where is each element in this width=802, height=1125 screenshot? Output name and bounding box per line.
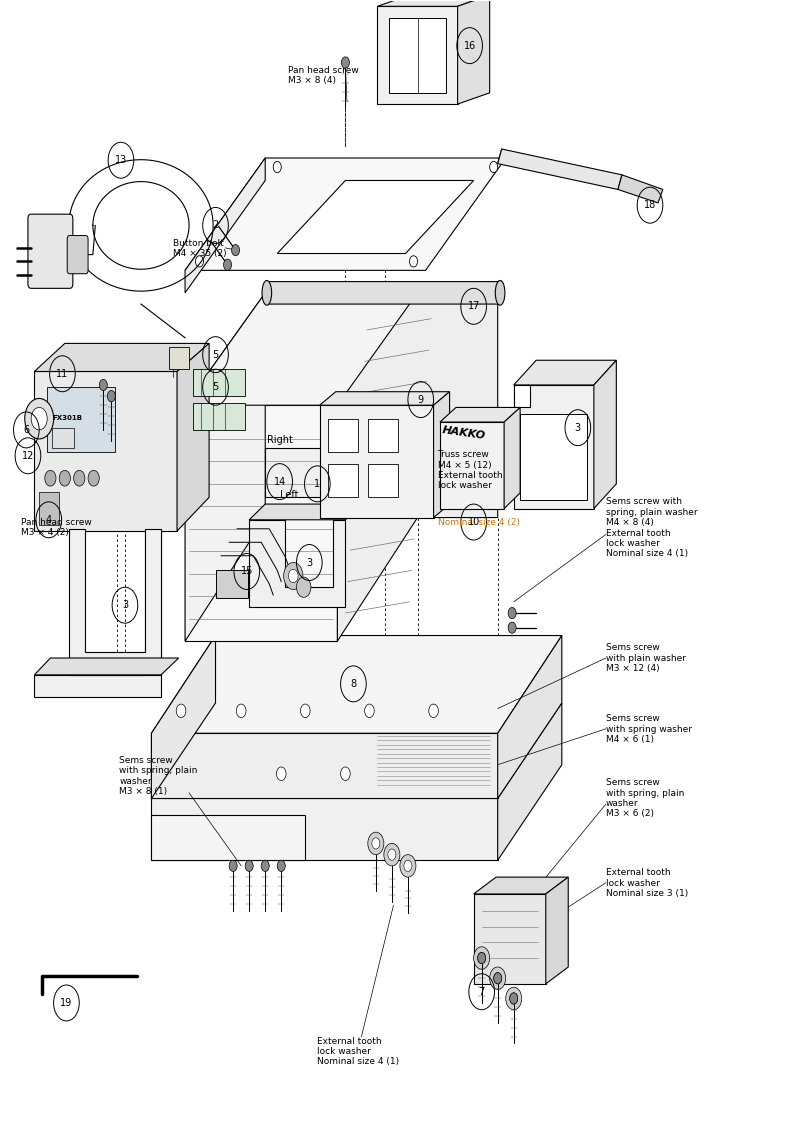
Polygon shape [152,734,497,799]
Text: 6: 6 [23,425,30,435]
Text: 3: 3 [122,601,128,610]
Polygon shape [265,281,501,304]
Text: 17: 17 [467,302,480,312]
Polygon shape [265,448,369,497]
Circle shape [276,767,286,781]
Text: 9: 9 [417,395,423,405]
Circle shape [300,704,310,718]
Polygon shape [152,799,497,861]
Circle shape [99,379,107,390]
Bar [47,387,115,452]
Circle shape [508,622,516,633]
Text: Sems screw
with spring, plain
washer
M3 × 8 (1): Sems screw with spring, plain washer M3 … [119,756,197,796]
Text: 13: 13 [115,155,127,165]
Polygon shape [249,504,361,520]
Polygon shape [439,407,520,422]
Polygon shape [69,529,161,675]
Polygon shape [184,158,505,270]
Bar [327,464,358,497]
Polygon shape [439,422,504,508]
Text: Sems screw
with plain washer
M3 × 12 (4): Sems screw with plain washer M3 × 12 (4) [606,644,685,673]
Polygon shape [433,392,449,518]
Bar [192,369,245,396]
Polygon shape [319,392,449,405]
Polygon shape [377,0,489,7]
Polygon shape [249,520,345,608]
Polygon shape [184,158,265,292]
Circle shape [509,993,517,1005]
Polygon shape [504,407,520,508]
Circle shape [387,849,395,861]
Circle shape [505,988,521,1010]
Text: 5: 5 [213,350,218,360]
Polygon shape [319,405,433,518]
Circle shape [277,861,285,872]
Circle shape [473,947,489,970]
Circle shape [176,704,185,718]
Text: 19: 19 [60,998,72,1008]
Polygon shape [377,7,457,105]
Bar [215,570,247,598]
Circle shape [195,255,203,267]
Polygon shape [473,878,568,894]
Circle shape [236,704,245,718]
Polygon shape [497,703,561,861]
Circle shape [399,855,415,878]
Text: 18: 18 [643,200,655,210]
Circle shape [341,57,349,69]
Circle shape [231,244,239,255]
Ellipse shape [495,280,504,305]
Text: FX301B: FX301B [53,415,83,421]
Bar [52,428,75,448]
Circle shape [261,861,269,872]
Circle shape [508,608,516,619]
Polygon shape [34,529,161,698]
Circle shape [371,838,379,849]
Circle shape [88,470,99,486]
Circle shape [59,470,71,486]
Circle shape [229,861,237,872]
Circle shape [428,704,438,718]
Text: 1: 1 [314,479,320,489]
Text: 11: 11 [56,369,68,379]
Circle shape [477,953,485,964]
FancyBboxPatch shape [28,214,73,288]
Polygon shape [277,180,473,253]
Polygon shape [457,0,489,105]
Polygon shape [593,360,616,508]
Polygon shape [176,343,209,531]
Text: Sems screw with
spring, plain washer
M4 × 8 (4)
External tooth
lock washer
Nomin: Sems screw with spring, plain washer M4 … [606,497,697,558]
Text: 12: 12 [22,451,34,461]
Polygon shape [520,414,587,500]
Circle shape [489,968,505,990]
Text: Truss screw
M4 × 5 (12)
External tooth
lock washer: Truss screw M4 × 5 (12) External tooth l… [437,450,501,490]
Circle shape [45,470,56,486]
Polygon shape [513,385,593,509]
Text: 14: 14 [273,477,286,487]
Circle shape [283,562,302,590]
Text: 16: 16 [463,40,475,51]
Text: 2: 2 [213,220,218,231]
Text: 4: 4 [46,515,52,524]
Polygon shape [497,636,561,799]
Bar [39,492,59,525]
Polygon shape [337,292,497,641]
Circle shape [477,953,485,964]
Polygon shape [618,174,662,202]
Text: 3: 3 [574,423,580,433]
Polygon shape [513,360,616,385]
Circle shape [25,398,54,439]
Circle shape [403,861,411,872]
Text: Button bolt
M4 × 35 (2): Button bolt M4 × 35 (2) [172,238,226,259]
Text: Pan head screw
M3 × 8 (4): Pan head screw M3 × 8 (4) [287,66,358,86]
Polygon shape [152,816,305,861]
Circle shape [340,767,350,781]
Polygon shape [152,636,215,799]
Text: HAKKO: HAKKO [441,425,486,441]
Polygon shape [184,405,337,641]
Polygon shape [184,292,265,641]
Circle shape [74,470,85,486]
Circle shape [409,255,417,267]
Circle shape [107,390,115,402]
Circle shape [383,844,399,866]
